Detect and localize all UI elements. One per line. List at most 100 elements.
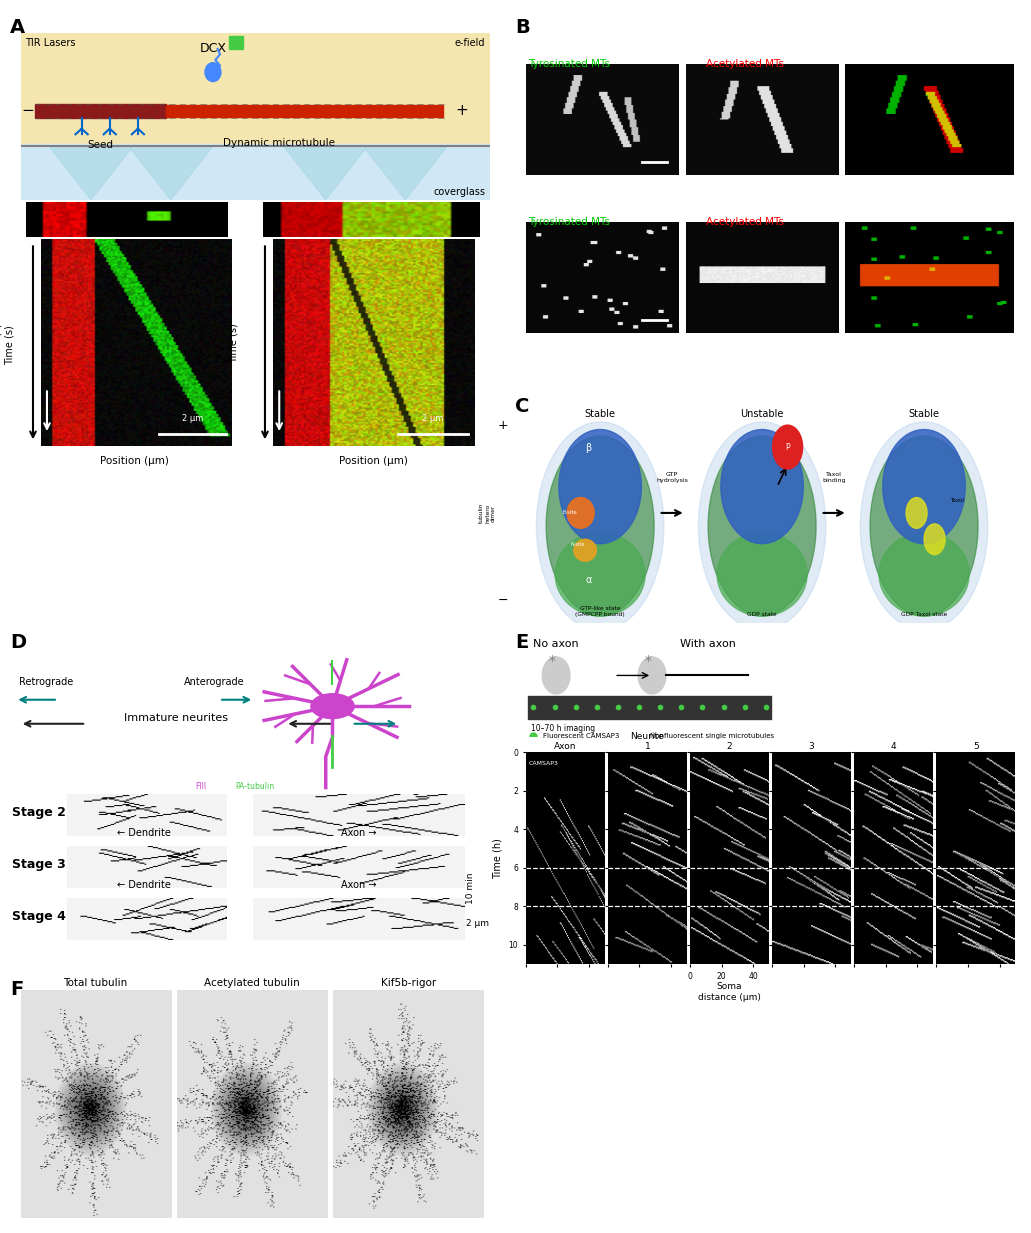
Text: 1: 1 [976,683,982,693]
Text: Time (s): Time (s) [4,326,14,365]
Title: Kif5b-rigor: Kif5b-rigor [380,978,436,988]
Text: Fluorescent CAMSAP3: Fluorescent CAMSAP3 [543,734,620,739]
Text: Dendrites: Dendrites [244,782,282,792]
Bar [21,33,490,144]
Text: E: E [516,633,529,651]
Text: GTP
hydrolysis: GTP hydrolysis [656,472,688,483]
Text: Position (μm): Position (μm) [339,456,407,466]
Text: Unstable: Unstable [740,408,784,419]
Ellipse shape [721,429,803,544]
Circle shape [906,498,927,528]
Text: 10 min: 10 min [466,872,475,904]
Ellipse shape [311,694,354,719]
Text: P: P [786,443,790,451]
Text: 2: 2 [908,651,913,661]
Text: tubulin
hetero
dimer: tubulin hetero dimer [479,503,496,523]
Text: Time (s): Time (s) [0,323,3,363]
Ellipse shape [860,422,988,630]
Bar [321,742,344,767]
Text: Seed: Seed [88,139,113,150]
Text: Control: Control [740,31,796,46]
Text: Nocodazole: Nocodazole [724,189,812,203]
Text: GTP-like state
(GMPCPP bound): GTP-like state (GMPCPP bound) [575,607,625,618]
Text: Retrograde: Retrograde [19,677,73,687]
Text: GDP Taxol state: GDP Taxol state [901,612,947,618]
Circle shape [924,524,945,555]
Ellipse shape [718,533,807,616]
Polygon shape [363,145,447,200]
Text: ← Dendrite: ← Dendrite [118,829,171,838]
Text: Axon →: Axon → [341,880,376,890]
Text: 10:22: 10:22 [955,645,986,655]
Text: D: D [10,633,27,651]
Text: A: A [10,18,26,37]
Ellipse shape [567,498,594,528]
Text: Axon: Axon [919,734,939,742]
Text: Taxol: Taxol [950,498,963,503]
Text: N-site: N-site [570,541,585,547]
Text: Acetylated MTs: Acetylated MTs [706,217,785,227]
Text: E-site: E-site [563,510,577,515]
Text: ← Dendrite: ← Dendrite [118,880,171,890]
Ellipse shape [555,533,645,616]
Ellipse shape [559,429,641,544]
Text: −: − [498,594,508,607]
Y-axis label: Time (h): Time (h) [493,837,503,879]
Text: β: β [586,444,592,454]
Text: e-field: e-field [455,38,485,48]
Bar [528,695,771,719]
Circle shape [638,657,666,694]
Text: FIll: FIll [195,783,206,792]
Title: 5: 5 [973,742,978,751]
Text: TIR Lasers: TIR Lasers [26,38,76,48]
Text: Position (μm): Position (μm) [100,456,168,466]
Text: Axon: Axon [348,782,368,792]
Bar [321,661,344,684]
Text: Stable: Stable [908,408,939,419]
Text: C: C [516,397,530,416]
Circle shape [772,425,802,469]
Text: B: B [516,18,530,37]
Ellipse shape [708,436,817,616]
Ellipse shape [879,533,969,616]
Bar [229,36,242,49]
Text: 5: 5 [908,729,914,737]
Text: Anterograde: Anterograde [184,677,244,687]
Text: GDP state: GDP state [747,612,777,618]
Title: Axon: Axon [554,742,576,751]
Text: Stage 3: Stage 3 [322,649,352,657]
Text: 2 μm: 2 μm [423,414,443,423]
Text: 2 μm: 2 μm [182,414,203,423]
X-axis label: Soma
distance (μm): Soma distance (μm) [698,983,761,1001]
Text: Stage 2: Stage 2 [12,806,66,819]
Ellipse shape [884,687,914,702]
Polygon shape [48,145,133,200]
Title: 3: 3 [808,742,814,751]
Text: PA-tubulin: PA-tubulin [235,783,274,792]
Text: Taxol
binding: Taxol binding [823,472,845,483]
Text: 4: 4 [825,713,830,721]
Text: Stage 3: Stage 3 [12,858,66,870]
Text: Tyrosinated MTs: Tyrosinated MTs [528,59,610,69]
Text: *: * [644,655,652,668]
Text: 60 s: 60 s [35,403,44,419]
Title: Total tubulin: Total tubulin [64,978,128,988]
Text: Nonfluorescent single microtubules: Nonfluorescent single microtubules [650,734,773,739]
Text: F: F [10,980,24,999]
Ellipse shape [536,422,664,630]
Bar [166,106,443,117]
Text: 60 s: 60 s [267,403,276,419]
Ellipse shape [546,436,654,616]
Title: Neurite
1: Neurite 1 [631,732,664,751]
Text: No axon: No axon [533,639,579,649]
Title: Acetylated tubulin: Acetylated tubulin [204,978,300,988]
Ellipse shape [698,422,826,630]
Polygon shape [129,145,213,200]
Bar [21,144,490,200]
Text: α: α [586,575,592,586]
Text: −: − [22,104,34,118]
Text: *: * [548,655,556,668]
Ellipse shape [870,436,978,616]
Text: Stable: Stable [585,408,616,419]
Ellipse shape [574,539,596,561]
